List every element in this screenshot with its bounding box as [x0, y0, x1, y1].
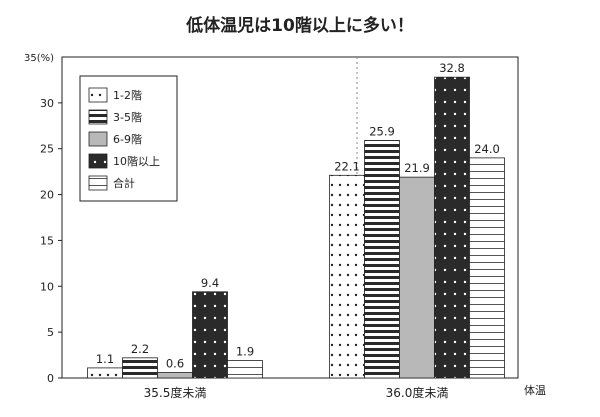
data-label: 2.2 [131, 342, 149, 356]
legend-label: 合計 [113, 176, 135, 190]
y-tick-label: 25 [40, 143, 54, 156]
data-label: 32.8 [439, 61, 465, 75]
legend-swatch [88, 153, 108, 169]
bar [192, 291, 228, 379]
data-label: 0.6 [166, 356, 184, 370]
bar [329, 174, 365, 379]
data-label: 24.0 [474, 142, 500, 156]
legend-label: 1-2階 [113, 88, 142, 102]
bar [157, 372, 193, 379]
legend-label: 6-9階 [113, 132, 142, 146]
y-tick-label: 30 [40, 97, 54, 110]
legend-label: 3-5階 [113, 110, 142, 124]
x-category-label: 35.5度未満 [144, 385, 207, 400]
bar [122, 357, 158, 379]
bar [469, 157, 505, 379]
bar [227, 360, 263, 379]
data-label: 21.9 [404, 161, 430, 175]
plot-frame [61, 56, 519, 379]
data-label: 1.9 [236, 345, 254, 359]
x-category-label: 36.0度未満 [386, 385, 449, 400]
bar [364, 140, 400, 379]
chart-title: 低体温児は10階以上に多い！ [185, 15, 414, 36]
bar [87, 367, 123, 379]
data-label: 22.1 [334, 159, 360, 173]
x-axis-label: 体温 [524, 383, 546, 397]
data-label: 1.1 [96, 352, 114, 366]
bar [399, 176, 435, 379]
data-label: 25.9 [369, 124, 395, 138]
bar [434, 76, 470, 379]
y-axis-label: 35(%) [24, 53, 54, 64]
legend-swatch [88, 87, 108, 103]
data-label: 9.4 [201, 276, 219, 290]
legend-swatch [88, 131, 108, 147]
legend-swatch [88, 109, 108, 125]
legend-swatch [88, 175, 108, 191]
y-tick-label: 20 [40, 189, 54, 202]
y-tick-label: 15 [40, 234, 54, 247]
legend-label: 10階以上 [113, 154, 160, 168]
y-tick-label: 0 [47, 372, 54, 385]
y-tick-label: 10 [40, 280, 54, 293]
y-tick-label: 5 [47, 326, 54, 339]
